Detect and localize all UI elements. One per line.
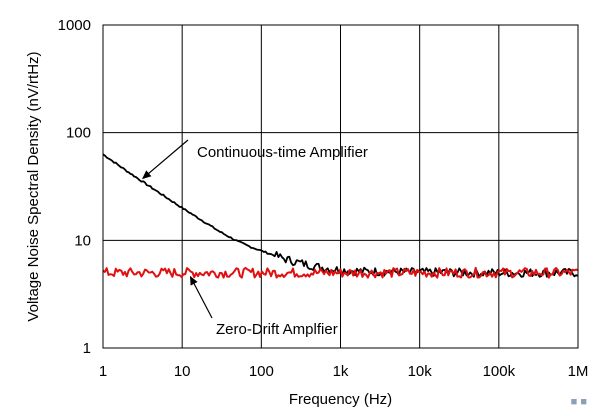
axes [102,24,579,349]
zero-drift-series-line [102,266,579,279]
continuous-annotation-arrow [142,139,189,180]
zero-drift-annotation-arrow [189,275,213,319]
x-tick-label: 1k [333,363,349,380]
series-layer [102,153,579,279]
grid [102,24,579,349]
x-tick-label: 1M [568,363,589,380]
y-tick-label: 100 [66,125,91,142]
x-tick-label: 100k [483,363,516,380]
x-tick-labels: 1 10 100 1k 10k 100k 1M [99,363,589,380]
continuous-time-annotation: Continuous-time Amplifier [197,144,368,161]
y-axis-label: Voltage Noise Spectral Density (nV/rtHz) [25,51,42,321]
x-axis-label: Frequency (Hz) [289,391,392,408]
x-tick-label: 100 [249,363,274,380]
y-tick-label: 1000 [58,17,91,34]
plot-frame [102,24,579,349]
annotations: Continuous-time Amplifier Zero-Drift Ampl… [142,139,368,338]
x-tick-label: 10k [408,363,433,380]
zero-drift-annotation: Zero-Drift Amplfier [216,321,338,338]
y-tick-labels: 1 10 100 1000 [58,17,91,357]
y-tick-label: 1 [83,340,91,357]
x-tick-label: 1 [99,363,107,380]
y-tick-label: 10 [74,232,91,249]
x-tick-label: 10 [174,363,191,380]
watermark: ■ ■ [570,396,587,408]
